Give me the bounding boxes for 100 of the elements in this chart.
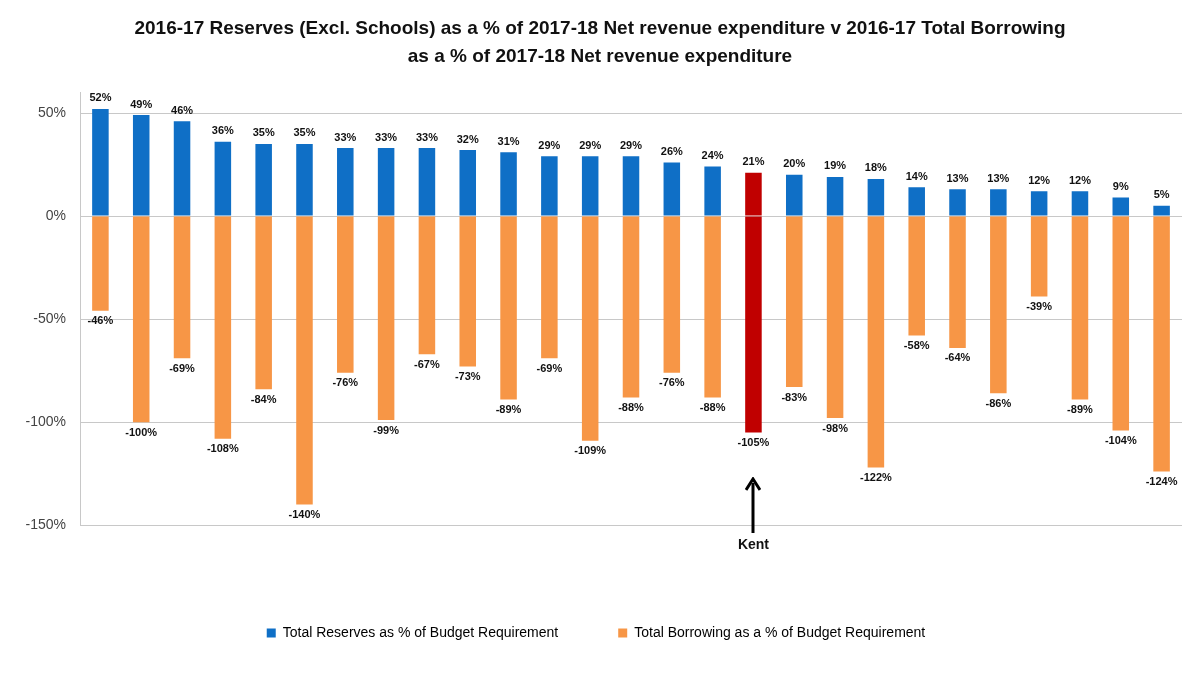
bar — [1112, 197, 1130, 216]
bar — [1071, 216, 1089, 400]
bar — [622, 216, 640, 398]
bar — [255, 143, 272, 216]
data-label: -88% — [618, 400, 645, 413]
data-label: -73% — [454, 370, 481, 383]
bar — [337, 216, 354, 373]
data-label: 33% — [375, 130, 398, 143]
data-label: -104% — [1104, 433, 1137, 446]
data-label: 18% — [864, 161, 888, 174]
data-label: 46% — [171, 103, 194, 116]
bar — [337, 148, 354, 216]
data-label: 52% — [89, 91, 112, 104]
data-label: -88% — [699, 400, 726, 413]
bar — [908, 187, 925, 216]
data-label: -89% — [1067, 403, 1094, 416]
data-label: -99% — [373, 423, 400, 436]
bar — [500, 216, 517, 400]
bar — [418, 148, 436, 216]
bar — [867, 216, 885, 468]
bar — [663, 162, 681, 216]
data-label: 29% — [579, 138, 602, 151]
legend-label: Total Reserves as % of Budget Requirement — [282, 623, 559, 640]
bar — [377, 148, 395, 216]
bar — [867, 178, 885, 216]
data-label: 9% — [1112, 180, 1129, 193]
data-label: -122% — [859, 471, 893, 484]
bar — [949, 189, 966, 216]
bar — [418, 216, 436, 355]
data-label: 33% — [415, 130, 439, 143]
bar — [826, 176, 844, 216]
data-label: 29% — [619, 138, 643, 151]
data-label: -58% — [903, 339, 930, 352]
bar — [173, 121, 191, 216]
data-label: -109% — [574, 444, 607, 457]
bar — [785, 174, 803, 216]
data-label: 35% — [252, 126, 275, 139]
data-label: -108% — [206, 442, 239, 455]
bar — [92, 216, 109, 311]
data-label: -83% — [781, 390, 808, 403]
bar — [581, 156, 599, 216]
y-tick-label: -100% — [25, 413, 66, 430]
bar — [214, 141, 232, 216]
data-label: -124% — [1145, 475, 1178, 488]
bar — [704, 216, 721, 398]
data-label: -39% — [1026, 299, 1053, 312]
data-label: 19% — [824, 159, 847, 172]
bar — [663, 216, 681, 373]
bar — [541, 156, 558, 216]
bar — [1153, 216, 1170, 472]
bar — [459, 150, 477, 216]
data-label: 13% — [946, 171, 969, 184]
data-label: 26% — [660, 145, 684, 157]
data-label: 12% — [1028, 173, 1051, 186]
bar — [1071, 191, 1089, 216]
bar — [990, 216, 1007, 394]
data-label: -105% — [737, 435, 770, 448]
data-label: 20% — [783, 157, 806, 170]
data-label: -69% — [536, 361, 563, 374]
bar — [132, 216, 150, 423]
data-label: -89% — [495, 403, 522, 416]
bar — [541, 216, 558, 359]
bar — [1153, 205, 1170, 216]
bar — [826, 216, 844, 419]
data-label: 21% — [742, 155, 765, 168]
data-label: 24% — [701, 149, 724, 162]
bar — [255, 216, 272, 390]
bar — [1112, 216, 1130, 431]
bar — [296, 143, 313, 216]
data-label: 14% — [905, 169, 928, 182]
bar — [92, 108, 109, 216]
bar — [132, 115, 150, 216]
data-label: 12% — [1068, 173, 1092, 186]
data-label: 31% — [497, 134, 520, 147]
data-label: 33% — [334, 130, 357, 143]
data-label: 29% — [538, 138, 561, 151]
y-tick-label: -50% — [33, 309, 66, 326]
data-label: -84% — [250, 392, 277, 405]
data-label: 5% — [1153, 188, 1170, 201]
y-tick-label: -150% — [25, 516, 66, 533]
data-label: 35% — [293, 126, 316, 139]
data-label: 49% — [130, 97, 153, 110]
data-label: -76% — [658, 376, 685, 389]
legend-label: Total Borrowing as a % of Budget Requirement — [634, 623, 926, 640]
data-label: -140% — [288, 508, 321, 521]
data-label: -98% — [822, 421, 849, 434]
bar — [459, 216, 477, 367]
bar — [500, 152, 517, 216]
y-tick-label: 50% — [37, 103, 66, 120]
y-tick-label: 0% — [45, 206, 66, 223]
bar — [1030, 191, 1048, 216]
data-label: -46% — [87, 314, 114, 327]
bar — [785, 216, 803, 388]
bar — [377, 216, 395, 421]
bar — [173, 216, 191, 359]
bar — [296, 216, 313, 505]
x-tick-label: Kent — [737, 536, 770, 553]
data-label: 13% — [987, 171, 1010, 184]
bar — [990, 189, 1007, 216]
data-label: 32% — [456, 132, 479, 145]
